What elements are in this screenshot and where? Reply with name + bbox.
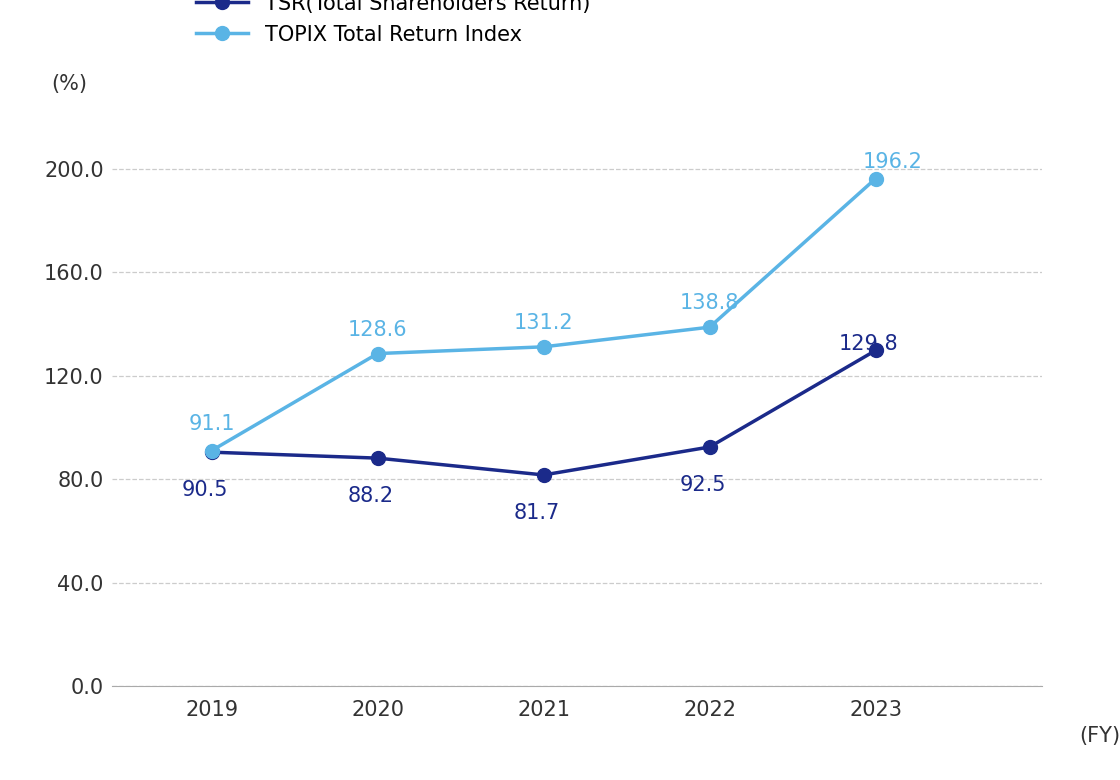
- Text: (FY): (FY): [1079, 726, 1120, 746]
- Text: 129.8: 129.8: [839, 334, 898, 354]
- Legend: TSR(Total Shareholders Return), TOPIX Total Return Index: TSR(Total Shareholders Return), TOPIX To…: [187, 0, 598, 53]
- Text: 92.5: 92.5: [680, 475, 726, 495]
- Text: 138.8: 138.8: [680, 293, 739, 314]
- Text: 128.6: 128.6: [348, 320, 408, 339]
- Text: 81.7: 81.7: [514, 503, 560, 523]
- Text: 196.2: 196.2: [862, 151, 922, 172]
- Text: 90.5: 90.5: [181, 480, 227, 500]
- Text: (%): (%): [52, 74, 87, 94]
- Text: 131.2: 131.2: [514, 313, 573, 333]
- Text: 91.1: 91.1: [188, 414, 235, 434]
- Text: 88.2: 88.2: [347, 486, 394, 506]
